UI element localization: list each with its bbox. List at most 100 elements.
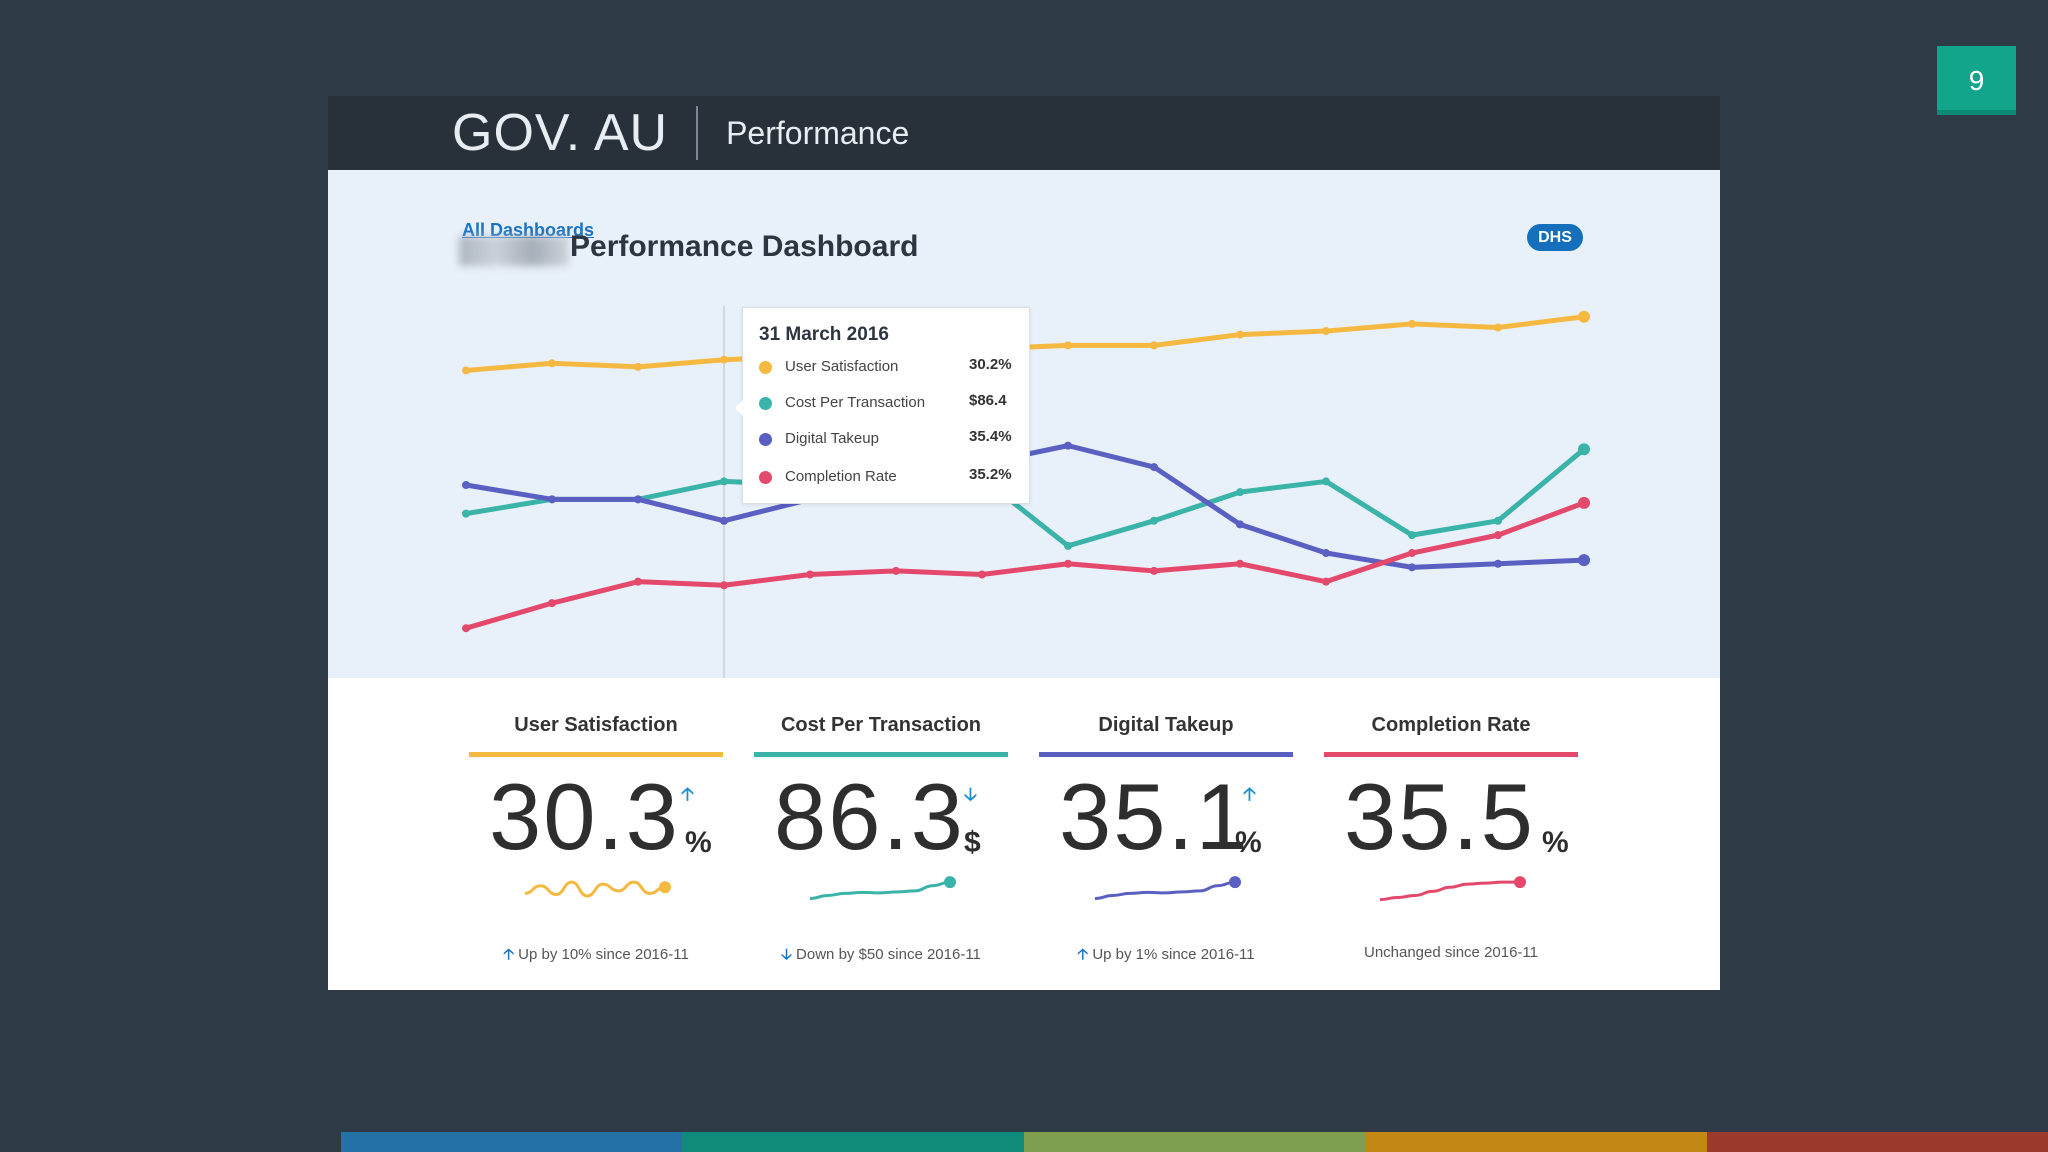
metric-unit: $	[964, 826, 981, 859]
data-point-digital-takeup[interactable]	[634, 495, 642, 504]
metric-title: User Satisfaction	[514, 714, 678, 736]
metric-title: Completion Rate	[1371, 714, 1531, 736]
data-point-digital-takeup[interactable]	[462, 481, 470, 489]
sparkline	[809, 876, 956, 901]
data-point-cost-per-transaction[interactable]	[462, 509, 470, 518]
data-point-completion-rate[interactable]	[1408, 549, 1416, 558]
data-point-completion-rate[interactable]	[548, 599, 556, 608]
data-point-completion-rate[interactable]	[806, 570, 814, 579]
metric-unit: %	[685, 826, 712, 859]
metric-value: 35.1	[1059, 764, 1250, 869]
header-divider	[696, 106, 699, 160]
data-point-user-satisfaction[interactable]	[634, 362, 642, 371]
sparkline-end-point	[944, 876, 956, 889]
data-point-completion-rate[interactable]	[1578, 496, 1590, 509]
metric-footnote: 🡡 Up by 10% since 2016-11	[469, 944, 723, 969]
metric-user-satisfaction[interactable]: User Satisfaction 30.3 🡡 % 🡡 Up by 10% s…	[469, 678, 723, 990]
metric-underline	[1324, 752, 1578, 757]
data-point-cost-per-transaction[interactable]	[1322, 477, 1330, 486]
data-point-completion-rate[interactable]	[634, 577, 642, 586]
tooltip-value: 35.4%	[969, 428, 1012, 445]
data-point-completion-rate[interactable]	[978, 570, 986, 579]
data-point-cost-per-transaction[interactable]	[1236, 488, 1244, 497]
arrow-up-icon: 🡡	[681, 784, 694, 804]
data-point-user-satisfaction[interactable]	[1494, 323, 1502, 332]
sparkline-path	[1094, 880, 1236, 901]
series-line-completion-rate[interactable]	[465, 500, 1585, 631]
sparkline-path	[524, 880, 666, 898]
metric-completion-rate[interactable]: Completion Rate 35.5 % Unchanged since 2…	[1324, 678, 1578, 990]
tooltip-row: Digital Takeup 35.4%	[759, 428, 1019, 452]
tooltip-value: 35.2%	[969, 466, 1012, 483]
data-point-completion-rate[interactable]	[1494, 531, 1502, 540]
data-point-user-satisfaction[interactable]	[1236, 330, 1244, 339]
data-point-user-satisfaction[interactable]	[548, 359, 556, 368]
metric-digital-takeup[interactable]: Digital Takeup 35.1 🡡 % 🡡 Up by 1% since…	[1039, 678, 1293, 990]
data-point-cost-per-transaction[interactable]	[1064, 541, 1072, 550]
data-point-user-satisfaction[interactable]	[1408, 319, 1416, 328]
metric-footnote-text: Up by 1% since 2016-11	[1092, 946, 1255, 963]
metric-footnote-text: Unchanged since 2016-11	[1363, 944, 1539, 961]
data-point-user-satisfaction[interactable]	[1322, 327, 1330, 336]
page-title: Performance Dashboard	[570, 230, 919, 263]
data-point-completion-rate[interactable]	[892, 566, 900, 575]
data-point-completion-rate[interactable]	[1064, 559, 1072, 568]
data-point-digital-takeup[interactable]	[1578, 554, 1590, 567]
metric-footnote: 🡣 Down by $50 since 2016-11	[754, 944, 1008, 969]
data-point-user-satisfaction[interactable]	[1064, 341, 1072, 350]
data-point-digital-takeup[interactable]	[1150, 463, 1158, 472]
data-point-digital-takeup[interactable]	[1064, 441, 1072, 450]
stripe	[1706, 1132, 2048, 1152]
gov-au-logo[interactable]: GOV. AU	[452, 104, 669, 162]
data-point-cost-per-transaction[interactable]	[1150, 516, 1158, 525]
metric-footnote-text: Up by 10% since 2016-11	[518, 946, 689, 963]
metric-value: 86.3	[774, 764, 965, 869]
tooltip-row: Cost Per Transaction $86.4	[759, 392, 1019, 416]
data-point-cost-per-transaction[interactable]	[1408, 531, 1416, 540]
legend-dot	[759, 397, 772, 410]
data-point-cost-per-transaction[interactable]	[1494, 516, 1502, 525]
metric-footnote-text: Down by $50 since 2016-11	[796, 946, 981, 963]
arrow-down-icon: 🡣	[964, 784, 977, 804]
metric-value: 30.3	[489, 764, 680, 869]
data-point-user-satisfaction[interactable]	[462, 366, 470, 375]
data-point-completion-rate[interactable]	[720, 581, 728, 590]
all-dashboards-link[interactable]: All Dashboards	[462, 220, 595, 240]
data-point-cost-per-transaction[interactable]	[720, 477, 728, 486]
decorative-color-stripes	[341, 1132, 2048, 1152]
data-point-digital-takeup[interactable]	[548, 495, 556, 504]
metric-underline	[469, 752, 723, 757]
sparkline	[524, 880, 671, 898]
data-point-digital-takeup[interactable]	[720, 516, 728, 525]
series-line-cost-per-transaction[interactable]	[465, 447, 1586, 549]
data-point-completion-rate[interactable]	[1236, 559, 1244, 568]
tooltip-label: Digital Takeup	[785, 430, 879, 447]
data-point-completion-rate[interactable]	[1322, 577, 1330, 586]
tooltip-value: $86.4	[969, 392, 1007, 409]
data-point-user-satisfaction[interactable]	[720, 355, 728, 364]
department-badge[interactable]: DHS	[1527, 224, 1583, 251]
sparkline-end-point	[1229, 876, 1241, 889]
legend-dot	[759, 361, 772, 374]
tooltip-label: User Satisfaction	[785, 358, 899, 375]
data-point-digital-takeup[interactable]	[1408, 563, 1416, 572]
data-point-user-satisfaction[interactable]	[1150, 341, 1158, 350]
metric-title: Digital Takeup	[1098, 714, 1234, 736]
top-bar: GOV. AU Performance	[328, 96, 1720, 170]
data-point-completion-rate[interactable]	[462, 624, 470, 633]
tooltip-row: Completion Rate 35.2%	[759, 466, 1019, 490]
metric-underline	[1039, 752, 1293, 757]
data-point-digital-takeup[interactable]	[1494, 559, 1502, 568]
tooltip-date: 31 March 2016	[759, 324, 889, 345]
sparkline-end-point	[659, 881, 671, 894]
data-point-user-satisfaction[interactable]	[1578, 310, 1590, 323]
data-point-digital-takeup[interactable]	[1236, 520, 1244, 529]
data-point-digital-takeup[interactable]	[1322, 549, 1330, 558]
header-title[interactable]: Performance	[726, 114, 910, 151]
dashboard-card: GOV. AU Performance All Dashboards Perfo…	[328, 96, 1720, 990]
data-point-cost-per-transaction[interactable]	[1578, 443, 1590, 456]
metric-cost-per-transaction[interactable]: Cost Per Transaction 86.3 🡣 $ 🡣 Down by …	[754, 678, 1008, 990]
data-point-completion-rate[interactable]	[1150, 566, 1158, 575]
slide-number: 9	[1937, 46, 2016, 115]
metric-value: 35.5	[1344, 764, 1535, 869]
